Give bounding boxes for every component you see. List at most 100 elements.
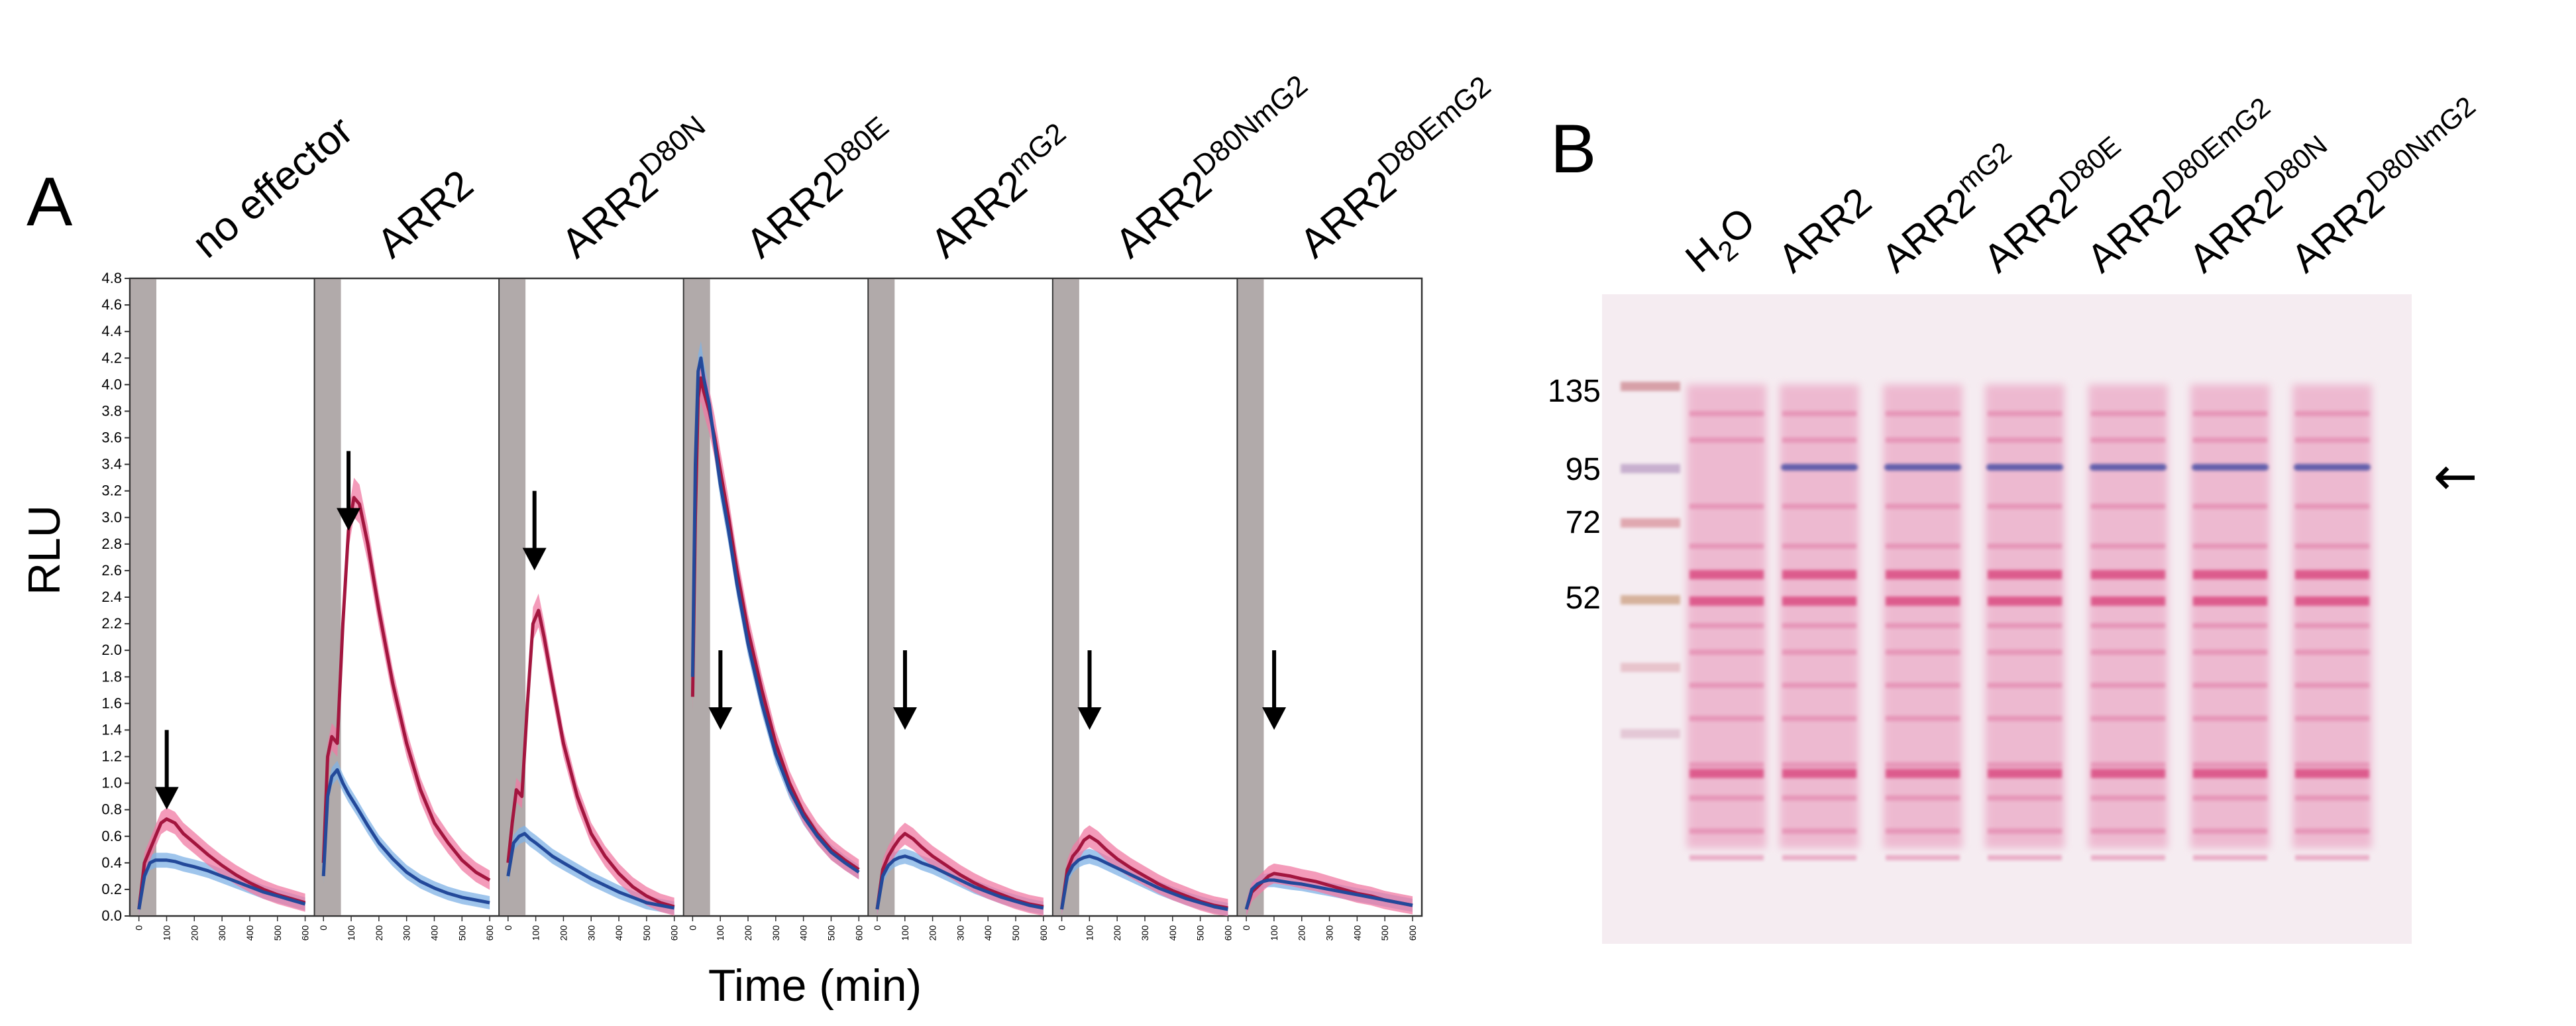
x-tick-label: 500 [1379, 925, 1390, 941]
x-tick-label: 400 [429, 925, 440, 941]
protein-band [1690, 504, 1764, 509]
protein-band [1690, 762, 1764, 768]
lane-label-sup: D80NmG2 [2361, 90, 2481, 199]
protein-band [2295, 623, 2369, 628]
protein-band [1690, 716, 1764, 721]
protein-band [1886, 716, 1960, 721]
arrow-down-icon [337, 508, 361, 531]
protein-band [1988, 769, 2062, 778]
protein-band [1988, 762, 2062, 768]
chart-panel-4: 0 100 200 300 400 500 600 ARR2mG2 [867, 117, 1072, 941]
y-tick-label: 2.2 [101, 615, 122, 632]
protein-band [2295, 411, 2369, 416]
protein-band [2091, 504, 2165, 509]
effector-series-line [690, 376, 860, 871]
protein-band [1886, 437, 1960, 443]
protein-band [1988, 650, 2062, 655]
y-tick-label: 2.6 [101, 562, 122, 579]
x-tick-label: 300 [955, 925, 965, 941]
protein-band [2193, 650, 2267, 655]
protein-band [1886, 411, 1960, 416]
x-tick-label: 500 [456, 925, 467, 941]
y-tick-label: 0.4 [101, 854, 122, 871]
control-series-line [690, 356, 860, 874]
protein-band [2295, 597, 2369, 606]
protein-band [2295, 570, 2369, 579]
chart-panels-group: 0.0 0.2 0.4 0.6 0.8 1.0 1.2 1.4 1.6 1.8 2.0 2.2 2.4 2… [101, 69, 1497, 941]
protein-band [1690, 795, 1764, 801]
protein-band [1988, 570, 2062, 579]
y-tick-label: 0.0 [101, 907, 122, 924]
ladder-band [1621, 518, 1680, 528]
protein-band [2193, 683, 2267, 688]
protein-band [1886, 762, 1960, 768]
x-axis-title: Time (min) [708, 960, 922, 1011]
x-tick-label: 100 [1269, 925, 1279, 941]
protein-band [1782, 769, 1856, 778]
condition-label-sup: D80N [633, 109, 712, 182]
protein-band [1988, 411, 2062, 416]
protein-band [1886, 597, 1960, 606]
x-tick-label: 500 [272, 925, 283, 941]
protein-band [2295, 855, 2369, 860]
x-tick-label: 500 [1195, 925, 1206, 941]
condition-label-main: ARR2 [737, 162, 851, 267]
x-tick-label: 500 [1010, 925, 1021, 941]
lane-smear [1883, 384, 1962, 848]
x-tick-label: 100 [1084, 925, 1095, 941]
protein-band [2295, 437, 2369, 443]
arrow-down-icon [1262, 707, 1287, 730]
protein-band [2193, 828, 2267, 834]
y-tick-label: 2.8 [101, 536, 122, 552]
y-tick-label: 3.6 [101, 429, 122, 446]
blot-membrane [1602, 294, 2412, 944]
protein-band [2091, 683, 2165, 688]
protein-band [1782, 828, 1856, 834]
y-tick-label: 0.8 [101, 801, 122, 818]
protein-band [1988, 597, 2062, 606]
x-tick-label: 600 [853, 925, 864, 941]
x-tick-label: 100 [346, 925, 356, 941]
protein-band [1782, 570, 1856, 579]
y-tick-label: 0.6 [101, 828, 122, 844]
protein-band [1782, 504, 1856, 509]
x-tick-label: 600 [669, 925, 680, 941]
protein-band [1782, 683, 1856, 688]
control-series-line [1060, 854, 1228, 911]
lane-smear [1985, 384, 2065, 848]
x-tick-label: 0 [1057, 925, 1067, 931]
y-tick-label: 2.4 [101, 589, 122, 605]
control-error-band [323, 760, 490, 909]
protein-band [2091, 716, 2165, 721]
protein-band [1886, 683, 1960, 688]
protein-band [2091, 650, 2165, 655]
treatment-shading [131, 279, 156, 915]
protein-band [2295, 543, 2369, 549]
condition-label-main: no effector [184, 107, 362, 266]
fusion-protein-band [2192, 464, 2269, 471]
blot-lane-3 [1985, 384, 2065, 860]
protein-band [2193, 762, 2267, 768]
condition-label-sup: D80NmG2 [1187, 69, 1314, 182]
protein-band [2091, 855, 2165, 860]
x-tick-label: 0 [872, 925, 883, 931]
blot-lane-0 [1687, 384, 1766, 860]
y-tick-label: 1.2 [101, 748, 122, 765]
protein-band [2193, 597, 2267, 606]
x-tick-label: 600 [300, 925, 311, 941]
protein-band [2091, 795, 2165, 801]
y-tick-label: 4.2 [101, 349, 122, 366]
condition-label-main: ARR2 [553, 162, 667, 267]
protein-band [1782, 855, 1856, 860]
treatment-shading [1053, 279, 1079, 915]
effector-series-line [321, 496, 491, 882]
protein-band [1782, 437, 1856, 443]
protein-band [1690, 623, 1764, 628]
control-series-line [321, 768, 490, 905]
y-tick-label: 3.2 [101, 483, 122, 499]
panel-b-blot: B H2O ARR2ARR2mG2ARR2D80EARR2D80EmG2ARR2D… [1548, 90, 2481, 944]
protein-band [2193, 437, 2267, 443]
protein-band [1782, 597, 1856, 606]
protein-band [1886, 769, 1960, 778]
protein-band [1782, 795, 1856, 801]
